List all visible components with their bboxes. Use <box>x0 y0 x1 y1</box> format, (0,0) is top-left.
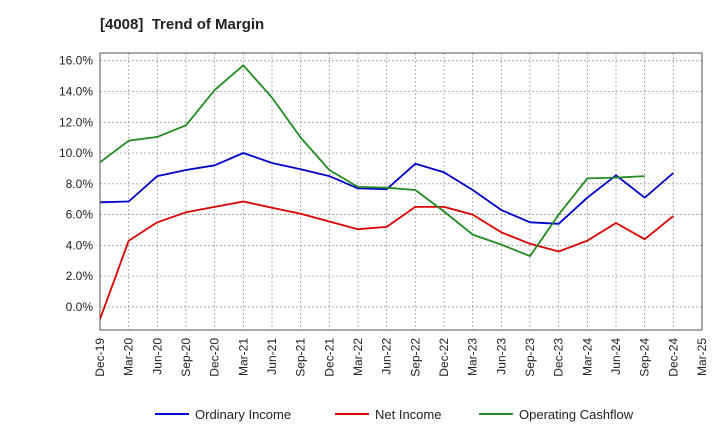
x-tick-label: Mar-22 <box>351 338 365 376</box>
x-axis-tick-labels: Dec-19 Mar-20 Jun-20 Sep-20 Dec-20 Mar-21 Jun-… <box>93 338 709 377</box>
x-tick-label: Jun-21 <box>265 338 279 375</box>
series-line-1 <box>99 200 674 320</box>
legend-label-1: Net Income <box>375 407 441 422</box>
x-tick-label: Jun-20 <box>150 338 164 375</box>
plot-area-frame <box>99 52 703 331</box>
x-tick-label: Dec-21 <box>322 338 336 377</box>
legend: Ordinary Income Net Income Operating Cashf… <box>155 407 634 422</box>
series-line-0 <box>99 152 674 225</box>
x-tick-label: Sep-23 <box>523 338 537 377</box>
x-tick-label: Mar-21 <box>236 338 250 376</box>
x-tick-label: Sep-21 <box>294 338 308 377</box>
x-tick-label: Sep-24 <box>638 338 652 377</box>
y-tick-label: 10.0% <box>59 146 93 160</box>
x-tick-label: Dec-20 <box>208 338 222 377</box>
series-line-2 <box>99 64 645 257</box>
y-tick-label: 8.0% <box>66 177 94 191</box>
grid-lines <box>99 53 703 330</box>
y-tick-label: 12.0% <box>59 115 93 129</box>
series-lines <box>99 64 674 320</box>
y-tick-label: 6.0% <box>66 208 94 222</box>
x-tick-label: Mar-25 <box>695 338 709 376</box>
x-tick-label: Sep-20 <box>179 338 193 377</box>
y-tick-label: 2.0% <box>66 269 94 283</box>
x-tick-label: Mar-23 <box>466 338 480 376</box>
x-tick-label: Dec-19 <box>93 338 107 377</box>
legend-label-2: Operating Cashflow <box>519 407 634 422</box>
y-tick-label: 16.0% <box>59 54 93 68</box>
x-tick-label: Mar-24 <box>580 338 594 376</box>
x-tick-label: Mar-20 <box>122 338 136 376</box>
y-tick-label: 4.0% <box>66 238 94 252</box>
legend-label-0: Ordinary Income <box>195 407 291 422</box>
x-tick-label: Jun-24 <box>609 338 623 375</box>
x-tick-label: Dec-24 <box>666 338 680 377</box>
x-tick-label: Jun-22 <box>380 338 394 375</box>
y-tick-label: 14.0% <box>59 84 93 98</box>
chart-title: [4008] Trend of Margin <box>100 16 265 33</box>
x-tick-label: Dec-23 <box>552 338 566 377</box>
x-tick-label: Jun-23 <box>494 338 508 375</box>
x-tick-label: Dec-22 <box>437 338 451 377</box>
y-tick-label: 0.0% <box>66 300 94 314</box>
x-tick-label: Sep-22 <box>408 338 422 377</box>
y-axis-tick-labels: 0.0% 2.0% 4.0% 6.0% 8.0% 10.0% 12.0% 14.0% 16.0% <box>59 54 93 314</box>
